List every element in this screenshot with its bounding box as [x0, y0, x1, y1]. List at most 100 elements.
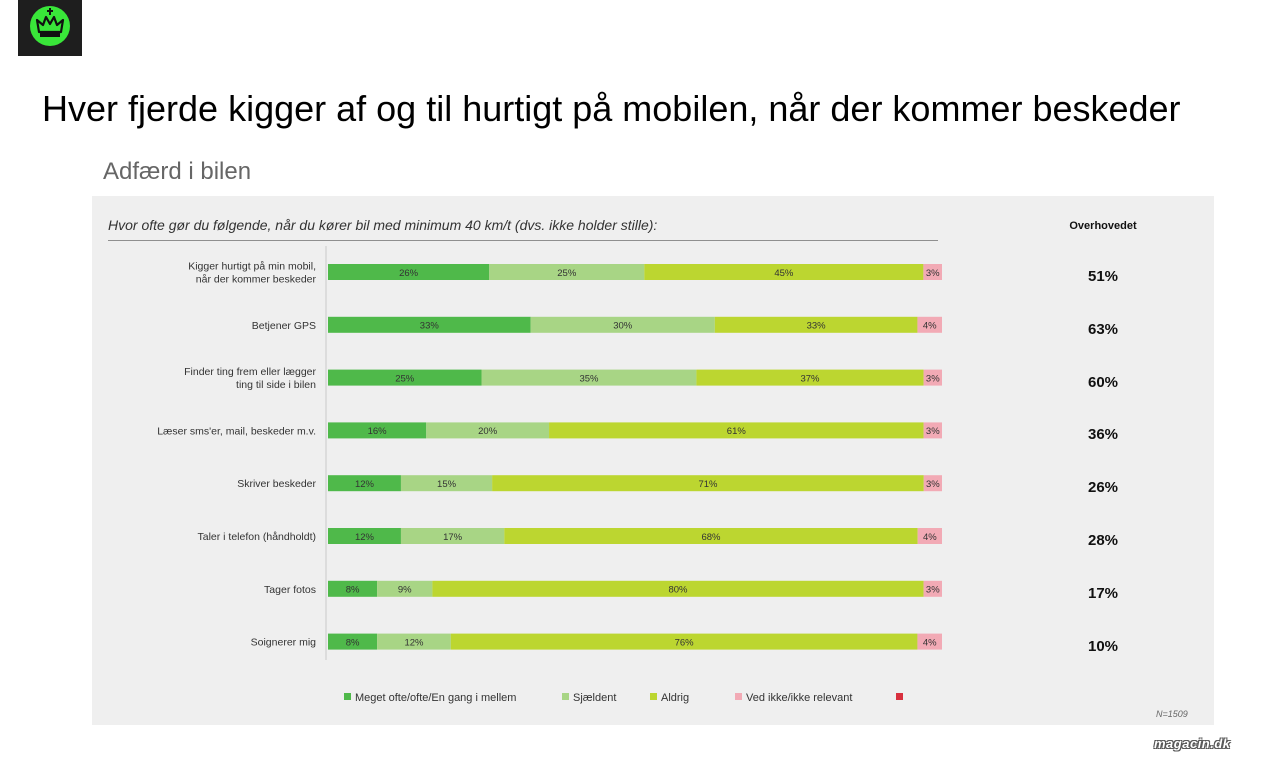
legend-item: Ved ikke/ikke relevant: [735, 692, 852, 704]
bar-segment: [923, 369, 942, 386]
legend-swatch: [896, 693, 903, 700]
bar-segment: [328, 475, 401, 492]
bar-segment: [489, 264, 645, 280]
bar-segment: [377, 633, 451, 650]
category-label: Tager fotos: [264, 584, 316, 596]
data-label: 45%: [774, 268, 794, 279]
overall-value: 28%: [1087, 532, 1119, 549]
bar-segment: [492, 475, 924, 492]
category-label: Skriver beskeder: [237, 478, 316, 490]
category-label: Finder ting frem eller lægger ting til si…: [184, 366, 316, 391]
data-label: 4%: [923, 637, 937, 648]
data-label: 8%: [346, 637, 360, 648]
chart-title: Hvor ofte gør du følgende, når du kører …: [108, 217, 658, 233]
bar-segment: [923, 264, 942, 280]
legend-extra-marker: [896, 692, 907, 704]
data-label: 3%: [926, 426, 940, 437]
data-label: 8%: [346, 585, 360, 596]
bar-segment: [328, 528, 401, 544]
overall-value: 36%: [1087, 426, 1119, 444]
category-label: Kigger hurtigt på min mobil, når der komm…: [188, 261, 316, 286]
watermark: magacin.dk: [1154, 736, 1231, 751]
overall-value: 17%: [1087, 584, 1119, 602]
crown-logo: [18, 0, 82, 56]
bar-segment: [530, 316, 715, 333]
data-label: 80%: [668, 585, 688, 596]
bar-segment: [432, 580, 924, 597]
data-label: 3%: [926, 268, 940, 279]
legend-item: Aldrig: [650, 692, 689, 704]
bar-segment: [923, 475, 942, 492]
data-label: 3%: [926, 479, 940, 490]
bar-segment: [923, 422, 942, 439]
data-label: 12%: [355, 532, 375, 543]
crown-icon: [30, 6, 70, 46]
data-label: 26%: [399, 268, 419, 279]
bar-segment: [504, 528, 918, 544]
data-label: 16%: [368, 426, 388, 437]
bar-segment: [696, 369, 924, 386]
data-label: 9%: [398, 585, 412, 596]
sample-size-label: N=1509: [1156, 709, 1188, 719]
bar-segment: [917, 528, 942, 544]
overall-value: 51%: [1087, 268, 1119, 285]
data-label: 4%: [923, 532, 937, 543]
legend-swatch: [344, 693, 351, 700]
data-label: 76%: [675, 637, 695, 648]
data-label: 71%: [698, 479, 718, 490]
overall-header: Overhovedet: [1069, 220, 1137, 232]
bar-segment: [923, 580, 942, 597]
bar-segment: [644, 264, 924, 280]
bar-segment: [917, 633, 942, 650]
bar-segment: [328, 580, 378, 597]
overall-value: 10%: [1087, 637, 1119, 655]
legend-label: Meget ofte/ofte/En gang i mellem: [355, 692, 517, 704]
legend-item: Meget ofte/ofte/En gang i mellem: [344, 692, 516, 704]
bar-segment: [714, 316, 918, 333]
data-label: 3%: [926, 373, 940, 384]
data-label: 4%: [923, 321, 937, 332]
bar-segment: [400, 528, 505, 544]
title-divider: [108, 240, 938, 241]
page-title: Hver fjerde kigger af og til hurtigt på …: [42, 88, 1181, 129]
legend-label: Ved ikke/ikke relevant: [746, 692, 853, 704]
data-label: 35%: [579, 373, 599, 384]
bar-segment: [328, 422, 427, 439]
legend-label: Sjældent: [573, 692, 617, 704]
bar-segment: [917, 316, 942, 333]
data-label: 61%: [727, 426, 747, 437]
data-label: 33%: [420, 321, 440, 332]
data-label: 25%: [557, 268, 577, 279]
data-label: 68%: [701, 532, 721, 543]
bar-segment: [450, 633, 918, 650]
overall-value: 60%: [1087, 373, 1119, 391]
data-label: 17%: [443, 532, 463, 543]
legend-swatch: [650, 693, 657, 700]
bar-segment: [328, 369, 482, 386]
page-subtitle: Adfærd i bilen: [103, 158, 252, 185]
bar-segment: [426, 422, 550, 439]
category-label: Soignerer mig: [251, 637, 317, 649]
data-label: 3%: [926, 585, 940, 596]
category-label: Betjener GPS: [252, 320, 316, 332]
data-label: 12%: [355, 479, 375, 490]
data-label: 37%: [800, 373, 820, 384]
bar-segment: [481, 369, 697, 386]
overall-value: 26%: [1087, 479, 1119, 497]
data-label: 15%: [437, 479, 457, 490]
bar-segment: [328, 316, 531, 333]
data-label: 30%: [613, 321, 633, 332]
legend-swatch: [735, 693, 742, 700]
category-label: Læser sms'er, mail, beskeder m.v.: [157, 425, 316, 437]
data-label: 20%: [478, 426, 498, 437]
data-label: 12%: [404, 637, 424, 648]
bar-segment: [328, 633, 378, 650]
legend-label: Aldrig: [661, 692, 690, 704]
data-label: 25%: [395, 373, 415, 384]
legend-swatch: [562, 693, 569, 700]
data-label: 33%: [807, 321, 827, 332]
legend-item: Sjældent: [562, 692, 616, 704]
bar-segment: [377, 580, 433, 597]
bar-segment: [549, 422, 924, 439]
